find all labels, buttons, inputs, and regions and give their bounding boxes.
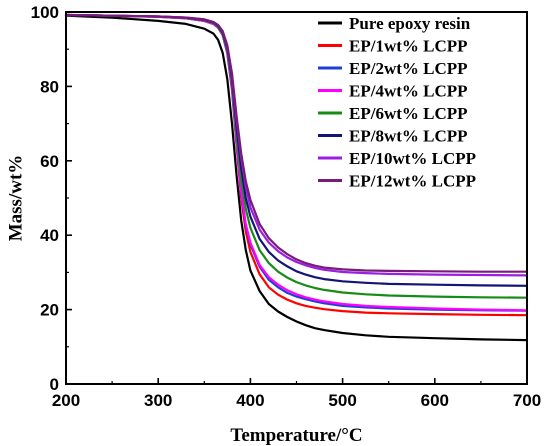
x-tick-label: 200 [52,391,80,410]
x-tick-label: 500 [328,391,356,410]
legend-label-4: EP/4wt% LCPP [349,82,468,101]
x-tick-label: 600 [421,391,449,410]
y-axis-title: Mass/wt% [5,155,26,242]
legend-label-1: Pure epoxy resin [349,14,471,33]
legend-label-5: EP/6wt% LCPP [349,104,468,123]
y-tick-label: 40 [40,226,59,245]
x-tick-label: 700 [513,391,541,410]
y-tick-label: 20 [40,301,59,320]
series-layer [64,13,529,342]
series-line-1 [64,14,529,342]
y-tick-label: 80 [40,77,59,96]
axis-ticks: 200 300 400 500 600 700 0 20 40 60 80 100 [31,3,542,410]
x-tick-label: 300 [144,391,172,410]
legend-label-7: EP/10wt% LCPP [349,149,476,168]
y-tick-label: 100 [31,3,59,22]
legend-label-6: EP/8wt% LCPP [349,127,468,146]
x-tick-label: 400 [236,391,264,410]
legend-label-3: EP/2wt% LCPP [349,59,468,78]
y-tick-label: 60 [40,152,59,171]
series-line-8 [64,13,529,273]
legend-label-2: EP/1wt% LCPP [349,37,468,56]
x-axis-title: Temperature/°C [230,425,362,446]
legend: Pure epoxy resin EP/1wt% LCPP EP/2wt% LCPP… [318,14,476,191]
y-tick-label: 0 [50,375,59,394]
legend-label-8: EP/12wt% LCPP [349,172,476,191]
